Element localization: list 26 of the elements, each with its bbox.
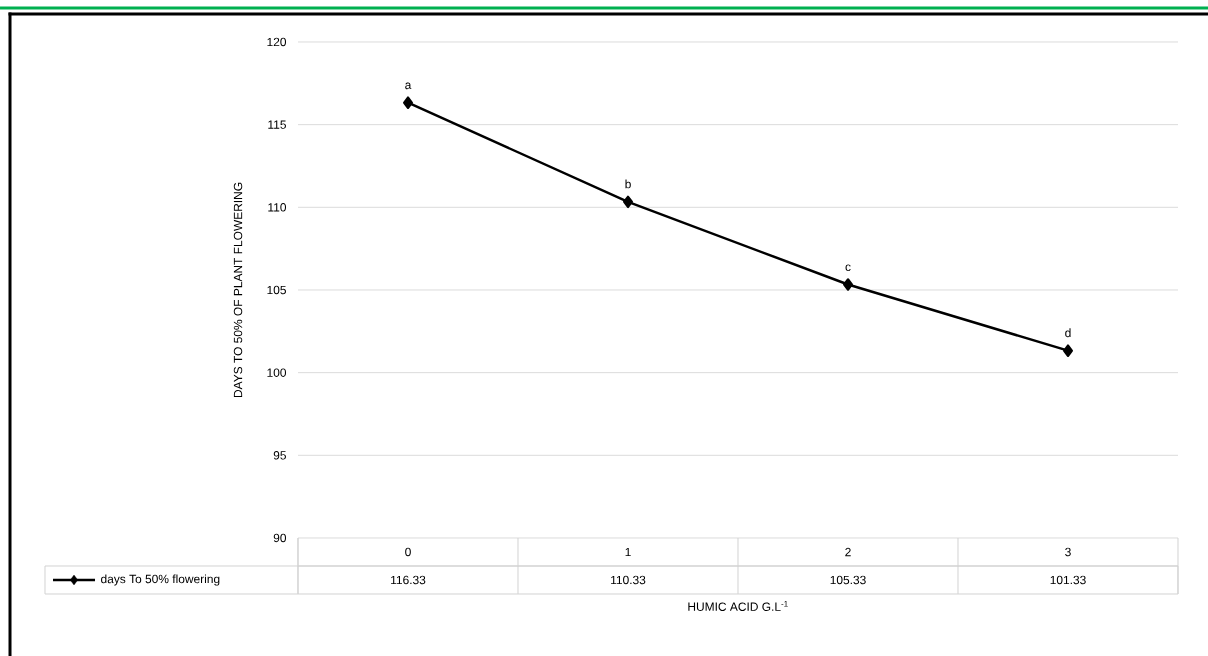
y-tick-label: 110	[268, 203, 287, 212]
y-tick-label: 95	[273, 451, 286, 460]
data-label: 110.33	[611, 575, 646, 585]
point	[1063, 344, 1073, 357]
x-tick-label: 0	[405, 547, 411, 557]
x-tick-label: 3	[1065, 547, 1071, 557]
y-tick-label: 100	[267, 368, 287, 377]
y-tick-label: 120	[267, 37, 287, 47]
annotation: a	[405, 82, 412, 90]
point	[843, 278, 853, 291]
point	[403, 96, 413, 109]
y-tick-label: 115	[268, 120, 286, 129]
x-tick-label: 2	[845, 547, 851, 557]
y-tick-label: 90	[273, 533, 287, 543]
y-axis-title: DAYS TO 50% OF PLANT FLOWERING	[233, 182, 243, 398]
y-tick-label: 105	[267, 285, 286, 295]
point	[623, 195, 633, 209]
x-axis-title: HUMIC ACID G.L$^{-1}$	[688, 601, 788, 611]
x-tick-label: 1	[625, 547, 631, 557]
legend-label: days To 50% flowering	[101, 574, 220, 586]
annotation: d	[1065, 328, 1071, 338]
data-label: 116.33	[391, 575, 426, 585]
annotation: c	[845, 264, 851, 271]
data-label: 105.33	[830, 575, 866, 585]
annotation: b	[625, 179, 631, 189]
data-label: 101.33	[1050, 575, 1086, 585]
